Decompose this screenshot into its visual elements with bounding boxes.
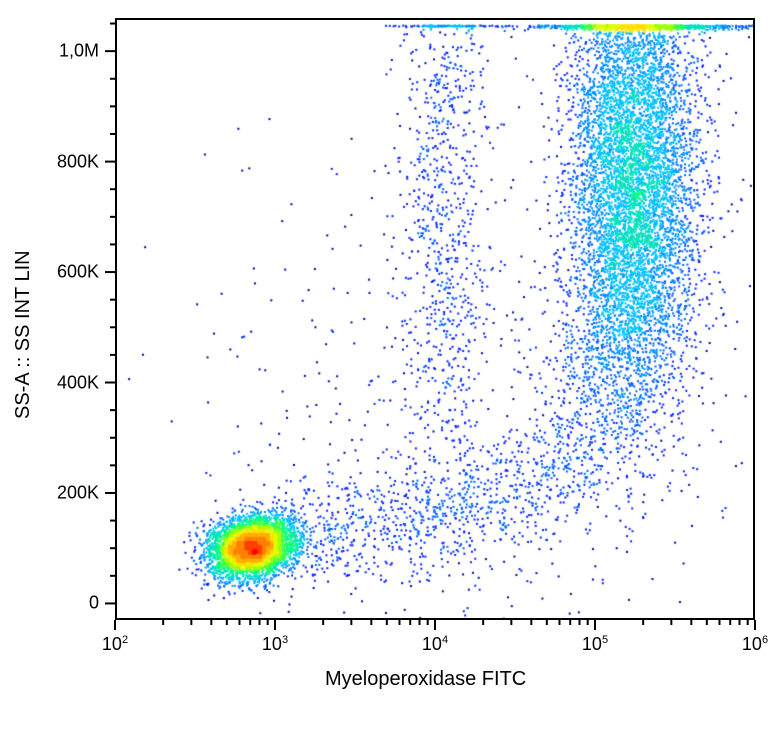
y-tick-label: 800K	[57, 151, 99, 172]
plot-area	[115, 18, 755, 620]
y-tick-label: 400K	[57, 372, 99, 393]
y-tick-label: 1,0M	[59, 41, 99, 62]
x-tick-label: 105	[582, 634, 608, 655]
y-axis-label: SS-A :: SS INT LIN	[12, 371, 35, 419]
flow-cytometry-chart: SS-A :: SS INT LIN Myeloperoxidase FITC …	[0, 0, 781, 734]
x-tick-label: 103	[262, 634, 288, 655]
y-tick-label: 0	[89, 593, 99, 614]
x-tick-label: 104	[422, 634, 448, 655]
y-tick-label: 200K	[57, 482, 99, 503]
density-scatter-canvas	[117, 20, 755, 620]
x-tick-label: 106	[742, 634, 768, 655]
y-tick-label: 600K	[57, 262, 99, 283]
x-axis-label: Myeloperoxidase FITC	[325, 668, 526, 691]
x-tick-label: 102	[102, 634, 128, 655]
